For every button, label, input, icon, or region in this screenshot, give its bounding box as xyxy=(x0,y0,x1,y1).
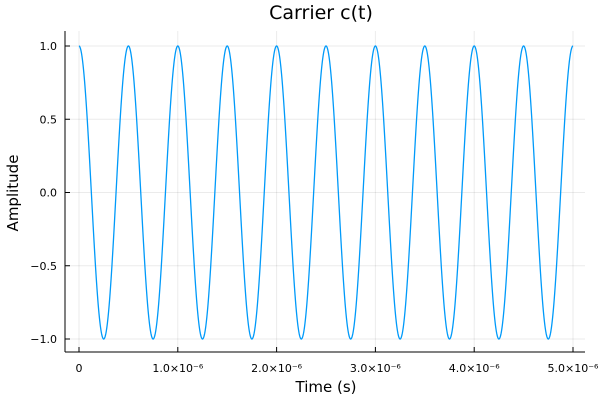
y-axis-label: Amplitude xyxy=(4,155,22,232)
x-tick-label-3: 3.0×10⁻⁶ xyxy=(350,362,402,375)
series-group xyxy=(78,45,574,340)
series-line-0 xyxy=(78,45,574,340)
chart-title: Carrier c(t) xyxy=(269,2,373,24)
y-axis-ticks: 1.0 0.5 0.0 −0.5 −1.0 xyxy=(30,40,70,346)
x-tick-label-4: 4.0×10⁻⁶ xyxy=(449,362,501,375)
x-tick-label-0: 0 xyxy=(76,362,83,375)
x-axis-ticks: 0 1.0×10⁻⁶ 2.0×10⁻⁶ 3.0×10⁻⁶ 4.0×10⁻⁶ 5.0×10⁻… xyxy=(76,347,600,375)
y-tick-label-0: 1.0 xyxy=(40,40,58,53)
x-axis-label: Time (s) xyxy=(295,378,357,396)
x-tick-label-5: 5.0×10⁻⁶ xyxy=(548,362,600,375)
grid xyxy=(65,31,585,352)
y-tick-label-3: −0.5 xyxy=(30,260,57,273)
y-tick-label-4: −1.0 xyxy=(30,333,57,346)
axes xyxy=(64,31,585,353)
x-tick-label-2: 2.0×10⁻⁶ xyxy=(251,362,303,375)
y-tick-label-2: 0.0 xyxy=(40,187,58,200)
y-tick-label-1: 0.5 xyxy=(40,113,58,126)
x-tick-label-1: 1.0×10⁻⁶ xyxy=(152,362,204,375)
